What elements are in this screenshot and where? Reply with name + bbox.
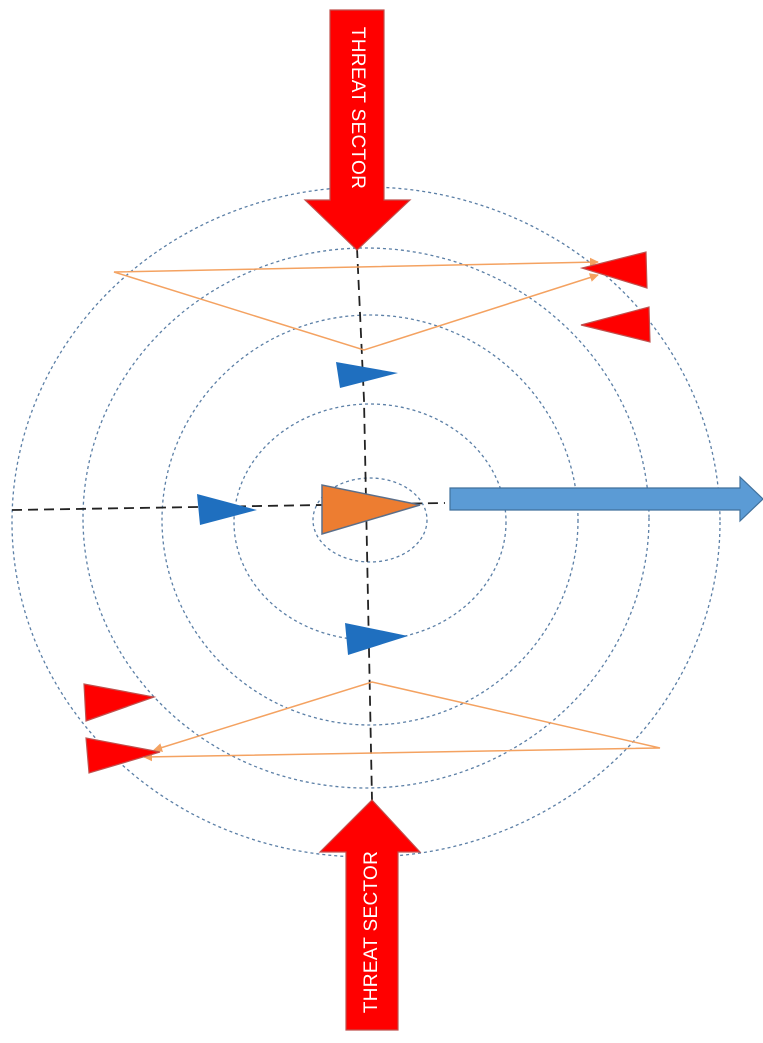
screen-tracks — [113, 257, 661, 762]
escort-west-icon — [197, 494, 257, 525]
threat-sector-top-arrow-icon — [303, 9, 412, 251]
threat-contact-sw2-icon — [85, 737, 161, 774]
range-ring-1 — [312, 477, 428, 563]
escorts — [197, 362, 408, 655]
threat-sector-top-label: THREAT SECTOR — [347, 27, 368, 189]
escort-south-icon — [345, 623, 408, 655]
lower-track — [143, 681, 661, 762]
upper-track — [113, 257, 599, 351]
threat-sector-top: THREAT SECTOR — [303, 9, 412, 251]
threat-sector-bottom-arrow-icon — [318, 799, 422, 1031]
vertical-axis-line — [356, 247, 373, 801]
threat-contact-ne2-icon — [580, 306, 651, 343]
threat-contact-sw1-icon — [83, 683, 157, 722]
course-arrow-icon — [449, 475, 763, 523]
range-ring-3 — [161, 314, 579, 726]
escort-north-icon — [336, 362, 398, 388]
threat-sector-bottom-label: THREAT SECTOR — [361, 851, 382, 1013]
axis-lines — [11, 247, 446, 801]
threat-sector-bottom: THREAT SECTOR — [318, 799, 422, 1031]
range-ring-4 — [82, 247, 650, 789]
main-body-icon — [321, 484, 421, 536]
threat-contacts — [83, 251, 651, 774]
range-ring-2 — [233, 403, 507, 641]
threat-contact-ne1-icon — [579, 251, 648, 289]
